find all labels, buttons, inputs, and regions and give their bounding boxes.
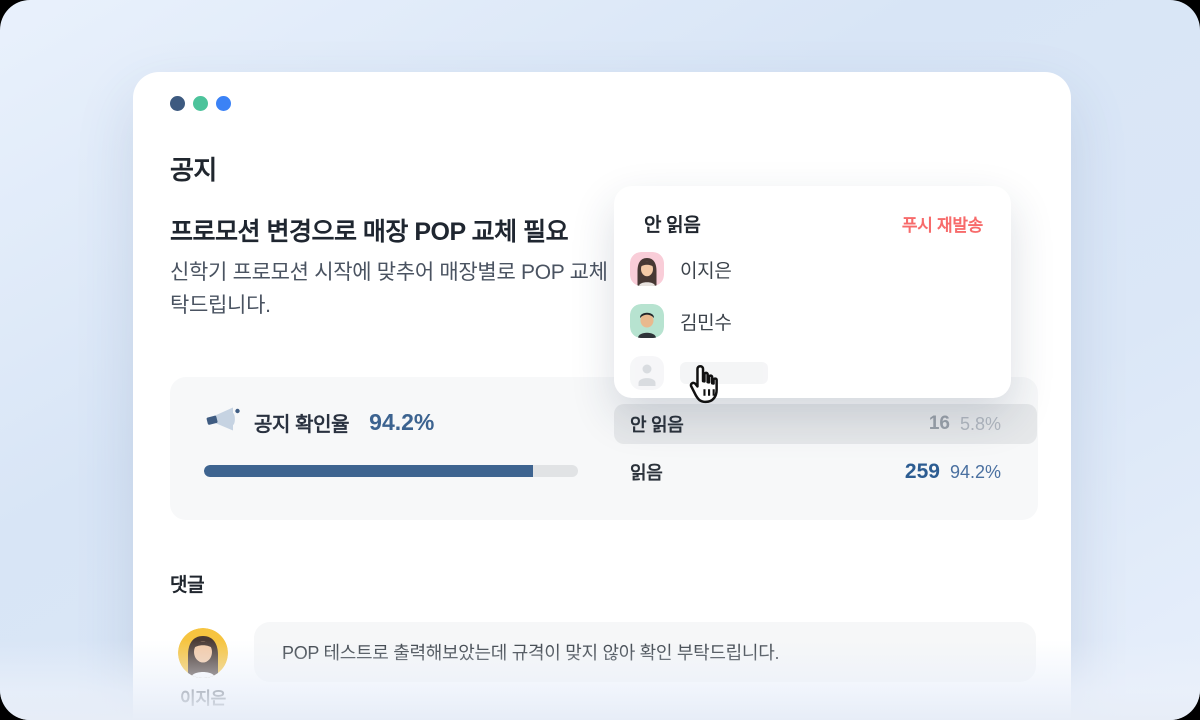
resend-push-button[interactable]: 푸시 재발송: [901, 216, 983, 235]
avatar-comment-author: [178, 628, 228, 678]
unread-user-row[interactable]: 김민수: [614, 295, 1011, 347]
unread-user-name: 김민수: [680, 312, 732, 334]
unread-user-row-loading[interactable]: [614, 347, 1011, 398]
stat-row-read[interactable]: 읽음 259 94.2%: [614, 452, 1037, 492]
notice-body: 신학기 프로모션 시작에 맞추어 매장별로 POP 교체 부탁드립니다.: [170, 261, 633, 317]
stat-row-percent: 94.2%: [949, 461, 1001, 482]
stats-panel: 공지 확인율 94.2% 안 읽음 16 5.8% 읽음 259 94.2%: [170, 377, 1038, 520]
comment-bubble: POP 테스트로 출력해보았는데 규격이 맞지 않아 확인 부탁드립니다.: [254, 622, 1036, 682]
comment-author-name: 이지은: [179, 689, 227, 708]
stat-row-count: 16: [928, 413, 950, 434]
window-dot-2[interactable]: [193, 96, 208, 111]
avatar-user-2: [630, 304, 664, 338]
stat-row-count: 259: [904, 460, 940, 483]
stat-row-percent: 5.8%: [959, 413, 1001, 434]
stats-label: 공지 확인율: [254, 414, 350, 436]
stat-rows: 안 읽음 16 5.8% 읽음 259 94.2%: [614, 404, 1037, 500]
window-controls: [170, 96, 231, 111]
progress-bar: [204, 465, 578, 477]
megaphone-icon: [204, 403, 242, 442]
unread-user-row[interactable]: 이지은: [614, 243, 1011, 295]
comments-title: 댓글: [170, 575, 205, 596]
stat-row-label: 안 읽음: [630, 415, 684, 435]
comment-text: POP 테스트로 출력해보았는데 규격이 맞지 않아 확인 부탁드립니다.: [282, 643, 780, 663]
unread-popup-header: 안 읽음 푸시 재발송: [614, 186, 1011, 243]
stats-percent: 94.2%: [369, 409, 435, 435]
window-dot-1[interactable]: [170, 96, 185, 111]
window-dot-3[interactable]: [216, 96, 231, 111]
stat-row-label: 읽음: [630, 463, 663, 483]
stats-header: 공지 확인율 94.2%: [204, 403, 434, 442]
hand-pointer-cursor: [683, 360, 729, 415]
stat-row-unread[interactable]: 안 읽음 16 5.8%: [614, 404, 1037, 444]
progress-fill: [204, 465, 534, 477]
unread-user-name: 이지은: [680, 260, 732, 282]
avatar-user-1: [630, 252, 664, 286]
unread-popup: 안 읽음 푸시 재발송 이지은: [614, 186, 1011, 398]
unread-popup-title: 안 읽음: [644, 215, 701, 236]
page-title: 공지: [170, 155, 217, 185]
avatar-placeholder: [630, 356, 664, 390]
notice-title: 프로모션 변경으로 매장 POP 교체 필요: [170, 218, 569, 246]
